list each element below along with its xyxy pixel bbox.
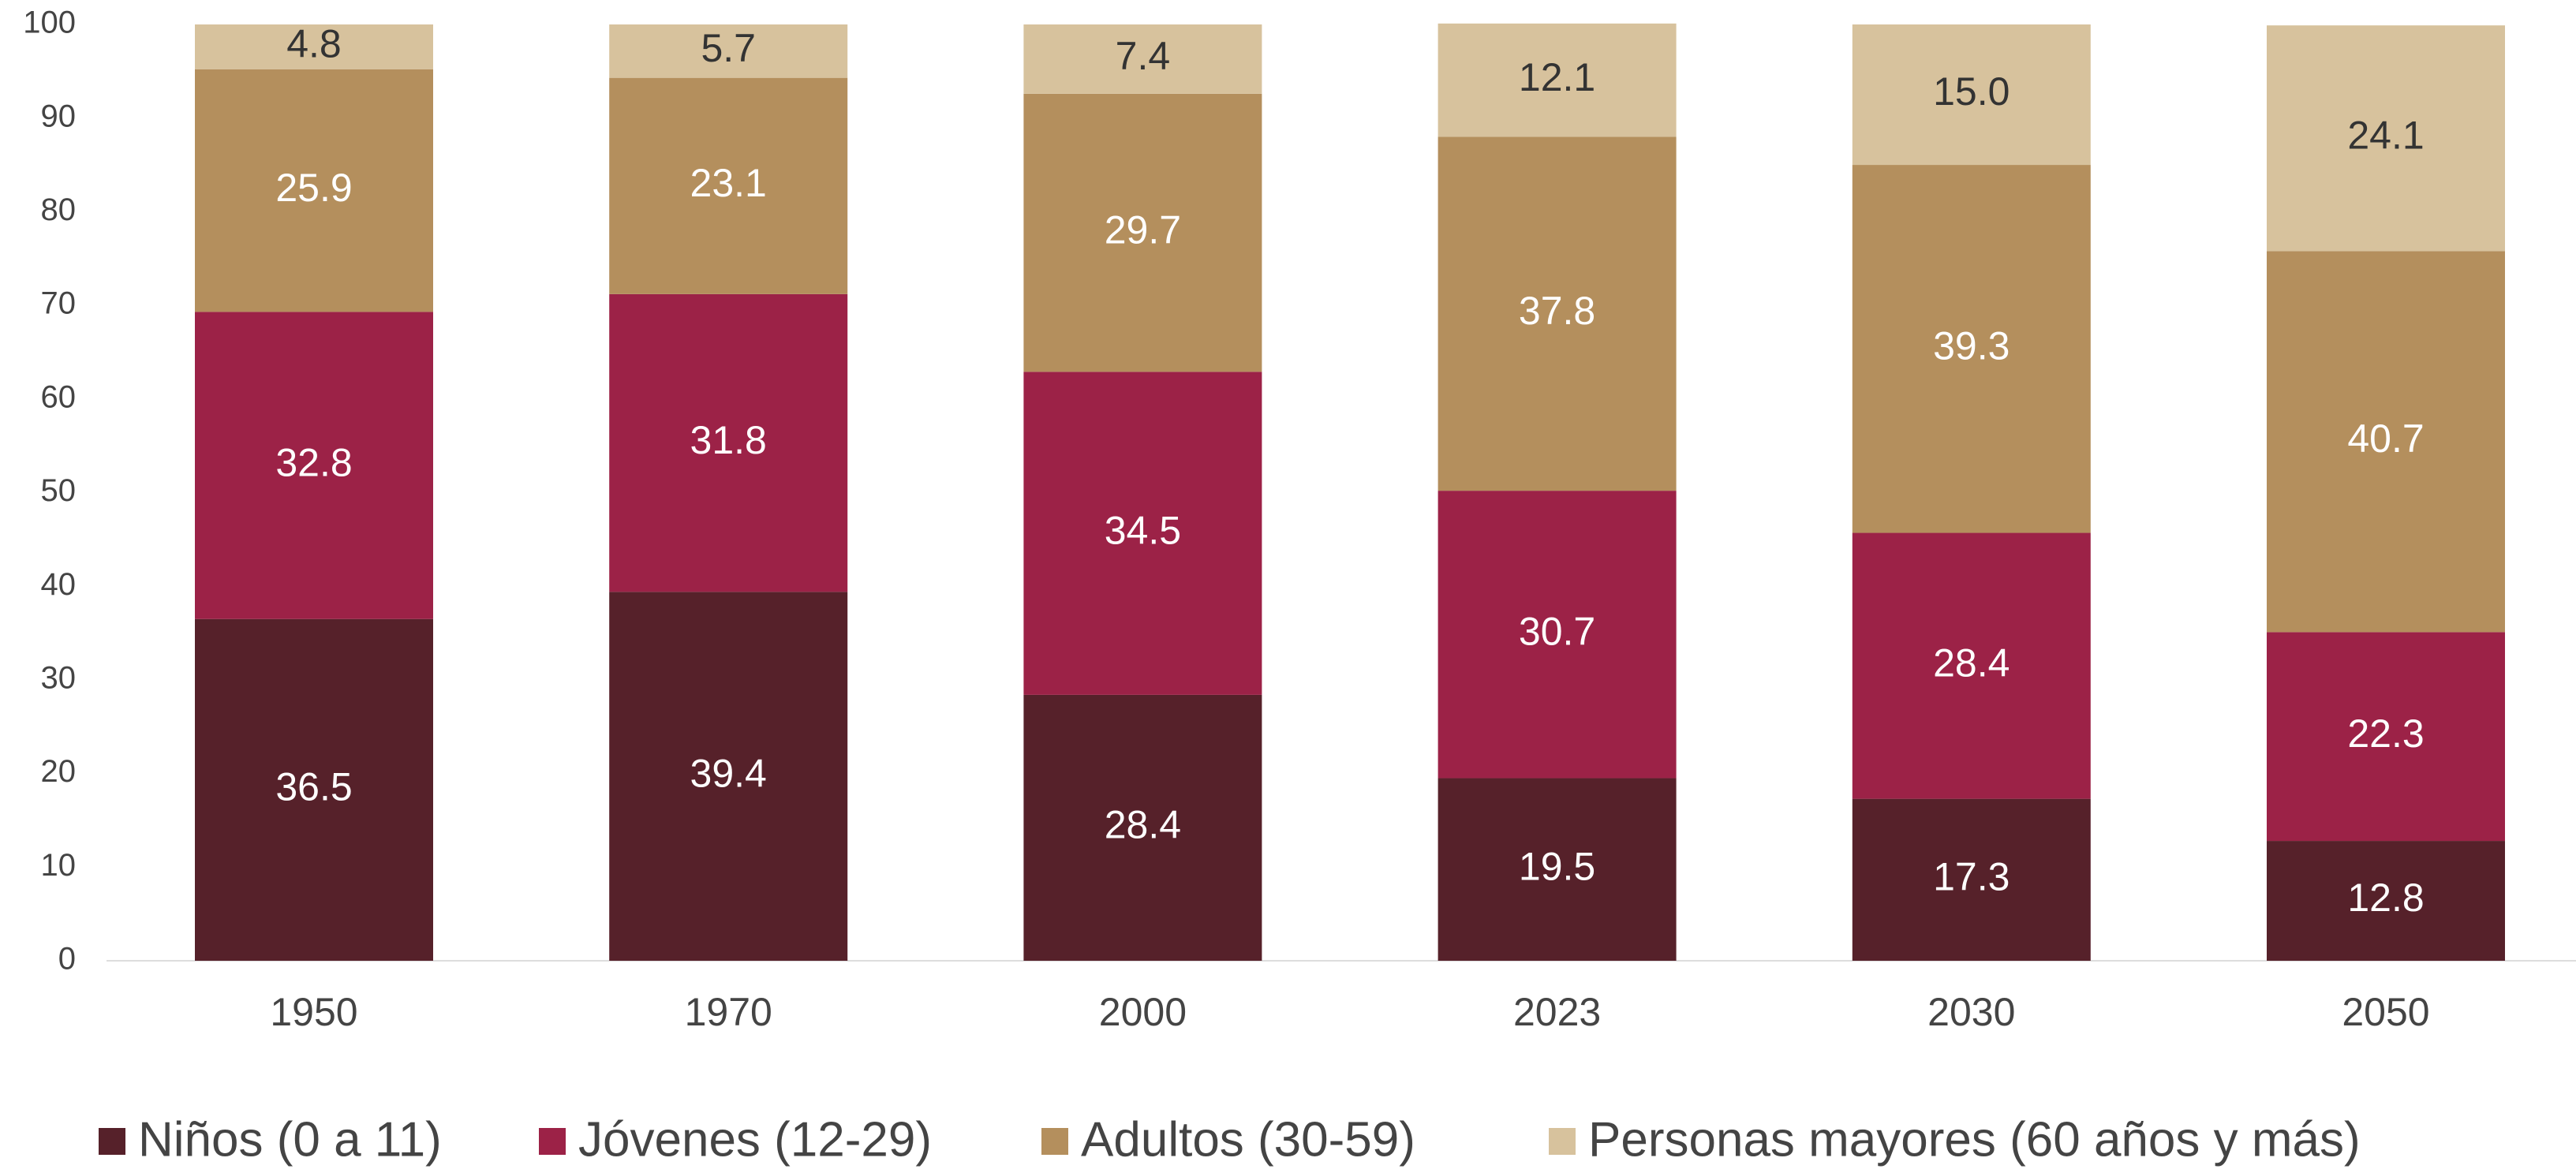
y-tick-label: 100 — [23, 6, 76, 40]
y-tick-label: 10 — [41, 848, 77, 883]
bar-segment — [195, 312, 433, 619]
x-tick-label: 2030 — [1927, 990, 2015, 1034]
bar-segment — [2267, 25, 2505, 252]
y-tick-label: 60 — [41, 379, 77, 414]
y-tick-label: 0 — [58, 942, 76, 977]
data-label: 24.1 — [2347, 113, 2424, 157]
legend-label: Jóvenes (12-29) — [578, 1112, 932, 1167]
data-label: 40.7 — [2347, 416, 2424, 461]
data-label: 32.8 — [275, 440, 352, 484]
data-label: 12.8 — [2347, 876, 2424, 920]
y-tick-label: 70 — [41, 286, 77, 321]
legend-swatch — [99, 1128, 125, 1155]
bar-segment — [1023, 24, 1262, 94]
data-label: 19.5 — [1519, 844, 1595, 888]
legend-swatch — [1041, 1128, 1068, 1155]
x-tick-label: 2023 — [1513, 990, 1601, 1034]
data-label: 37.8 — [1519, 289, 1595, 333]
bar-segment — [1023, 372, 1262, 695]
bar-segment — [1438, 136, 1677, 491]
bar-segment — [1852, 24, 2091, 166]
bar-segment — [1438, 491, 1677, 779]
data-label: 17.3 — [1933, 855, 2010, 899]
data-label: 39.3 — [1933, 323, 2010, 368]
bar-segment — [609, 77, 848, 294]
y-tick-label: 30 — [41, 660, 77, 695]
data-label: 28.4 — [1105, 803, 1181, 847]
data-label: 36.5 — [275, 765, 352, 809]
y-tick-label: 90 — [41, 99, 77, 133]
bar-segment — [1852, 532, 2091, 799]
bar-segment — [1023, 694, 1262, 961]
data-label: 4.8 — [286, 22, 342, 66]
bar-segment — [2267, 632, 2505, 842]
bar-segment — [1023, 93, 1262, 372]
legend-label: Personas mayores (60 años y más) — [1588, 1112, 2361, 1167]
bar-segment — [1852, 798, 2091, 961]
bar-segment — [195, 618, 433, 961]
data-label: 30.7 — [1519, 610, 1595, 654]
data-label: 31.8 — [690, 418, 767, 462]
data-label: 22.3 — [2347, 711, 2424, 756]
data-label: 39.4 — [690, 751, 767, 795]
x-tick-label: 1970 — [685, 990, 772, 1034]
data-label: 28.4 — [1933, 641, 2010, 685]
legend-label: Niños (0 a 11) — [138, 1112, 442, 1167]
data-label: 29.7 — [1105, 207, 1181, 252]
data-label: 12.1 — [1519, 55, 1595, 99]
data-label: 15.0 — [1933, 69, 2010, 114]
data-label: 34.5 — [1105, 508, 1181, 552]
bar-segment — [1438, 778, 1677, 961]
bar-segment — [609, 293, 848, 592]
bar-segment — [1438, 23, 1677, 137]
data-label: 5.7 — [701, 26, 756, 70]
data-label: 25.9 — [275, 166, 352, 210]
bar-segment — [1852, 165, 2091, 533]
x-tick-label: 2000 — [1099, 990, 1187, 1034]
bar-segment — [2267, 251, 2505, 633]
x-tick-label: 2050 — [2342, 990, 2429, 1034]
bar-segment — [195, 24, 433, 69]
bar-segment — [195, 69, 433, 312]
y-tick-label: 40 — [41, 567, 77, 602]
data-label: 23.1 — [690, 161, 767, 205]
y-tick-label: 50 — [41, 473, 77, 508]
legend-swatch — [1549, 1128, 1576, 1155]
bar-segment — [2267, 841, 2505, 961]
bar-segment — [609, 24, 848, 78]
bar-segment — [609, 592, 848, 961]
legend-swatch — [539, 1128, 566, 1155]
y-tick-label: 20 — [41, 754, 77, 789]
y-tick-label: 80 — [41, 192, 77, 227]
data-label: 7.4 — [1116, 34, 1171, 78]
x-tick-label: 1950 — [270, 990, 357, 1034]
legend-label: Adultos (30-59) — [1081, 1112, 1415, 1167]
